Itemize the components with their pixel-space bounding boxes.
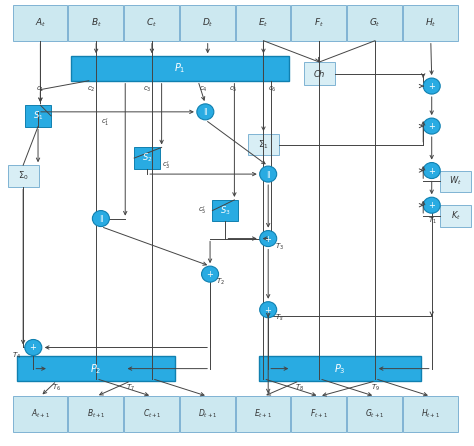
Text: $K_t$: $K_t$ (451, 210, 461, 222)
Text: $D_{t+1}$: $D_{t+1}$ (198, 408, 218, 421)
Text: $B_{t+1}$: $B_{t+1}$ (87, 408, 106, 421)
Circle shape (260, 166, 277, 182)
FancyBboxPatch shape (12, 5, 67, 41)
Text: $T_7$: $T_7$ (127, 383, 136, 393)
Text: $P_2$: $P_2$ (91, 362, 102, 376)
Text: $c_1$: $c_1$ (36, 85, 45, 94)
Text: $F_{ t }$: $F_{ t }$ (314, 17, 324, 29)
Text: $Ch$: $Ch$ (313, 68, 326, 79)
Text: $c_1'$: $c_1'$ (101, 117, 110, 129)
FancyBboxPatch shape (347, 396, 402, 432)
FancyBboxPatch shape (12, 396, 67, 432)
Text: $T_6$: $T_6$ (52, 383, 61, 393)
Text: $T_9$: $T_9$ (371, 383, 380, 393)
FancyBboxPatch shape (440, 170, 471, 192)
FancyBboxPatch shape (180, 5, 235, 41)
FancyBboxPatch shape (347, 5, 402, 41)
Text: $\Sigma_0$: $\Sigma_0$ (18, 169, 28, 182)
Text: $G_{t+1}$: $G_{t+1}$ (365, 408, 385, 421)
FancyBboxPatch shape (17, 356, 175, 381)
FancyBboxPatch shape (236, 5, 291, 41)
Text: $c_5'$: $c_5'$ (198, 205, 206, 217)
FancyBboxPatch shape (304, 62, 335, 85)
Circle shape (260, 231, 277, 247)
Text: $S_3$: $S_3$ (220, 204, 231, 217)
Circle shape (201, 266, 219, 282)
FancyBboxPatch shape (259, 356, 421, 381)
FancyBboxPatch shape (68, 396, 123, 432)
Text: $+$: $+$ (428, 165, 436, 176)
Text: $H_{ t }$: $H_{ t }$ (425, 17, 437, 29)
Text: $+$: $+$ (29, 343, 37, 352)
Text: $c_3'$: $c_3'$ (162, 160, 170, 172)
Text: $S_2$: $S_2$ (142, 152, 153, 164)
Text: $+$: $+$ (264, 234, 272, 244)
Text: $P_3$: $P_3$ (334, 362, 346, 376)
Text: $B_{ t }$: $B_{ t }$ (91, 17, 101, 29)
FancyBboxPatch shape (134, 148, 160, 169)
Circle shape (423, 78, 440, 94)
Circle shape (423, 197, 440, 213)
Text: $T_4$: $T_4$ (12, 351, 21, 361)
Text: $F_{t+1}$: $F_{t+1}$ (310, 408, 328, 421)
Text: $c_6$: $c_6$ (268, 85, 276, 94)
Text: $T_8$: $T_8$ (295, 383, 304, 393)
FancyBboxPatch shape (124, 5, 179, 41)
Text: $E_{t+1}$: $E_{t+1}$ (254, 408, 273, 421)
Text: $c_3$: $c_3$ (143, 85, 152, 94)
Text: $\Sigma_1$: $\Sigma_1$ (258, 139, 269, 151)
Text: $T_1$: $T_1$ (428, 216, 437, 226)
Text: $T_2$: $T_2$ (217, 277, 226, 287)
Text: $T_s$: $T_s$ (275, 313, 283, 323)
Text: $H_{t+1}$: $H_{t+1}$ (421, 408, 440, 421)
FancyBboxPatch shape (212, 200, 238, 221)
Text: $+$: $+$ (206, 269, 214, 279)
Circle shape (92, 211, 109, 227)
Text: $\|$: $\|$ (203, 106, 208, 117)
Text: $D_{ t }$: $D_{ t }$ (202, 17, 213, 29)
Text: $c_5$: $c_5$ (229, 85, 238, 94)
Text: $c_2$: $c_2$ (87, 85, 96, 94)
Text: $S_1$: $S_1$ (33, 110, 43, 122)
Text: $+$: $+$ (264, 305, 272, 315)
FancyBboxPatch shape (440, 205, 471, 227)
Circle shape (423, 118, 440, 134)
FancyBboxPatch shape (124, 396, 179, 432)
FancyBboxPatch shape (25, 105, 51, 127)
Text: $c_4$: $c_4$ (199, 85, 207, 94)
Text: $T_3$: $T_3$ (274, 241, 283, 252)
Text: $\|$: $\|$ (99, 213, 103, 224)
Text: $E_{ t }$: $E_{ t }$ (258, 17, 269, 29)
FancyBboxPatch shape (71, 56, 289, 81)
Text: $P_1$: $P_1$ (174, 62, 185, 75)
Text: $+$: $+$ (428, 81, 436, 91)
FancyBboxPatch shape (403, 5, 458, 41)
Text: $+$: $+$ (428, 200, 436, 210)
FancyBboxPatch shape (180, 396, 235, 432)
Text: $C_{t+1}$: $C_{t+1}$ (143, 408, 161, 421)
Circle shape (260, 301, 277, 318)
Circle shape (423, 162, 440, 178)
FancyBboxPatch shape (248, 134, 279, 155)
FancyBboxPatch shape (68, 5, 123, 41)
FancyBboxPatch shape (8, 165, 38, 186)
FancyBboxPatch shape (403, 396, 458, 432)
Text: $G_{ t }$: $G_{ t }$ (369, 17, 381, 29)
Text: $C_{ t }$: $C_{ t }$ (146, 17, 157, 29)
FancyBboxPatch shape (292, 396, 346, 432)
FancyBboxPatch shape (236, 396, 291, 432)
Text: $+$: $+$ (428, 121, 436, 131)
Circle shape (197, 104, 214, 120)
FancyBboxPatch shape (292, 5, 346, 41)
Text: $\|$: $\|$ (266, 169, 271, 180)
Text: $A_{ t }$: $A_{ t }$ (35, 17, 46, 29)
Text: $W_t$: $W_t$ (449, 175, 462, 187)
Text: $A_{t+1}$: $A_{t+1}$ (31, 408, 50, 421)
Circle shape (25, 339, 42, 355)
